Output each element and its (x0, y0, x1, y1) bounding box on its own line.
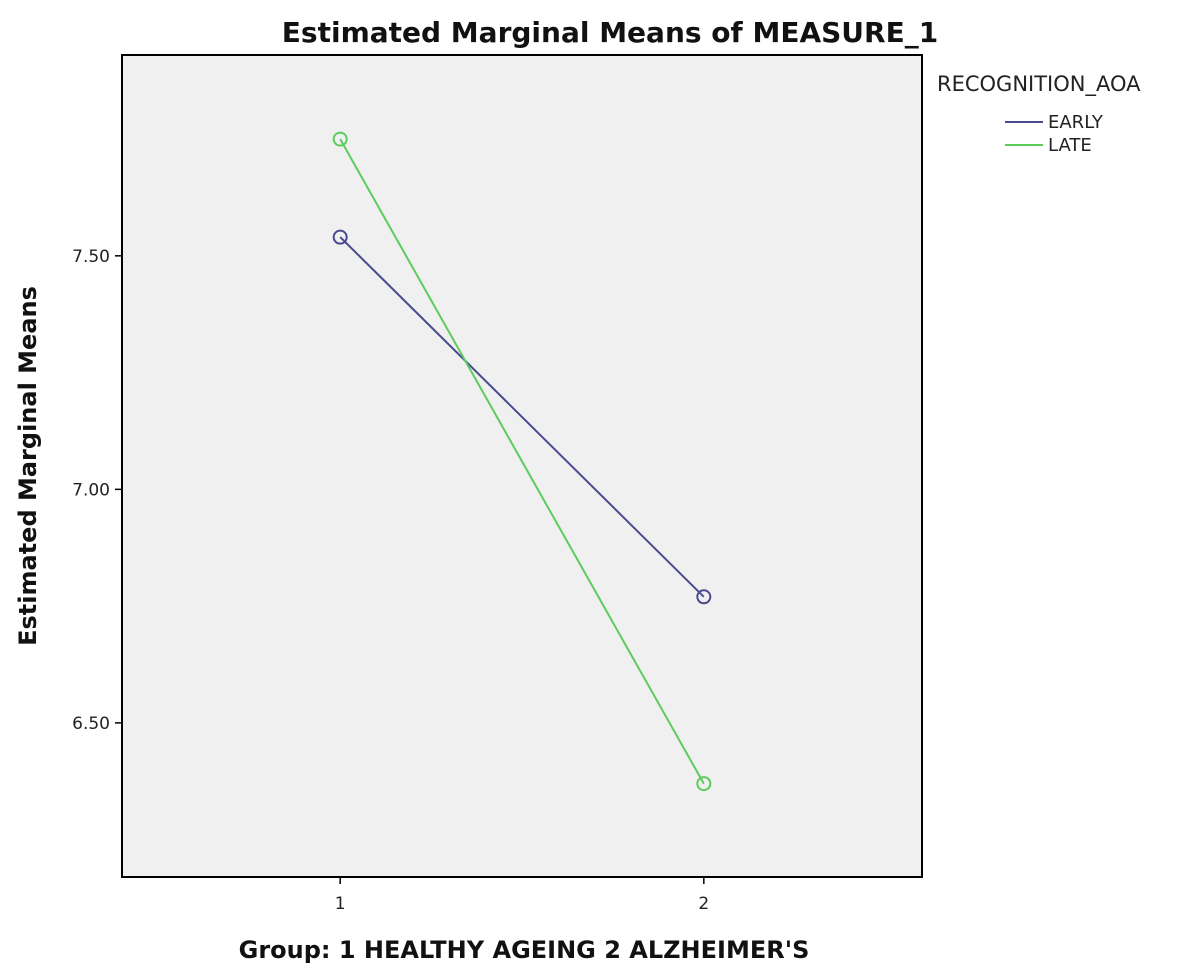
y-axis-label: Estimated Marginal Means (14, 286, 42, 646)
x-axis-label: Group: 1 HEALTHY AGEING 2 ALZHEIMER'S (239, 936, 810, 964)
legend-label-late: LATE (1048, 135, 1092, 156)
y-tick-label: 7.50 (72, 247, 110, 267)
plot-area (121, 54, 923, 878)
data-point-early (332, 229, 348, 245)
x-tick-label: 1 (335, 894, 346, 914)
data-point-early (696, 589, 712, 605)
y-tick-label: 7.00 (72, 480, 110, 500)
x-tick-label: 2 (698, 894, 709, 914)
y-axis-ticks: 6.50 7.00 7.50 (72, 247, 122, 734)
chart-title: Estimated Marginal Means of MEASURE_1 (282, 16, 938, 49)
legend-label-early: EARLY (1048, 112, 1104, 133)
y-tick-label: 6.50 (72, 714, 110, 734)
series-line-late (339, 138, 705, 785)
data-point-late (332, 131, 348, 147)
series-line-early (339, 236, 705, 598)
data-point-late (696, 776, 712, 792)
legend-title: RECOGNITION_AOA (937, 72, 1141, 97)
series-layer (332, 131, 712, 792)
